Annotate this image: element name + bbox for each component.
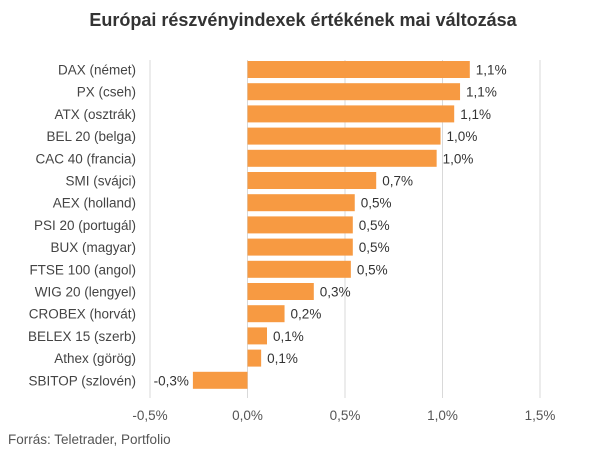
value-label: 1,0%: [447, 129, 478, 144]
category-label: CROBEX (horvát): [29, 307, 136, 322]
category-label: BUX (magyar): [50, 240, 136, 255]
category-label: BEL 20 (belga): [46, 129, 136, 144]
value-label: 0,5%: [359, 218, 390, 233]
category-label: WIG 20 (lengyel): [35, 285, 136, 300]
x-tick-label: 0,0%: [232, 408, 263, 423]
bar: [247, 61, 470, 78]
category-label: Athex (görög): [54, 351, 136, 366]
category-label: PSI 20 (portugál): [34, 218, 136, 233]
bar: [247, 105, 455, 123]
category-label: AEX (holland): [53, 196, 136, 211]
value-label: -0,3%: [154, 373, 189, 388]
bar: [247, 327, 267, 345]
value-label: 0,1%: [267, 351, 298, 366]
bar: [247, 172, 377, 189]
x-tick-label: 0,5%: [330, 408, 361, 423]
value-label: 0,5%: [359, 240, 390, 255]
bars: [192, 61, 470, 389]
category-label: DAX (német): [58, 63, 136, 78]
bar: [247, 283, 314, 300]
bar: [247, 238, 353, 256]
category-label: PX (cseh): [77, 85, 136, 100]
bar: [247, 260, 351, 278]
x-tick-label: 1,5%: [525, 408, 556, 423]
source-note: Forrás: Teletrader, Portfolio: [8, 432, 171, 447]
bar: [247, 194, 355, 212]
bar: [192, 371, 248, 389]
x-tick-label: 1,0%: [427, 408, 458, 423]
bar: [247, 216, 353, 234]
bar: [247, 83, 461, 101]
value-label: 1,1%: [476, 63, 507, 78]
value-label: 0,5%: [361, 196, 392, 211]
category-label: SMI (svájci): [66, 174, 137, 189]
bar: [247, 305, 285, 323]
value-label: 1,1%: [466, 85, 497, 100]
category-label: FTSE 100 (angol): [29, 262, 136, 277]
bar: [247, 349, 262, 367]
category-labels: DAX (német) PX (cseh) ATX (osztrák) BEL 20 …: [28, 63, 136, 389]
category-label: ATX (osztrák): [54, 107, 136, 122]
bar: [247, 127, 441, 145]
value-label: 1,1%: [460, 107, 491, 122]
value-label: 0,5%: [357, 262, 388, 277]
x-tick-label: -0,5%: [132, 408, 167, 423]
chart-title: Európai részvényindexek értékének mai vá…: [89, 10, 517, 30]
category-label: BELEX 15 (szerb): [28, 329, 136, 344]
x-axis-ticks: -0,5% 0,0% 0,5% 1,0% 1,5%: [132, 408, 555, 423]
value-label: 0,7%: [382, 174, 413, 189]
value-label: 1,0%: [443, 151, 474, 166]
value-labels: 1,1% 1,1% 1,1% 1,0% 1,0% 0,7% 0,5% 0,5% 0,5% 0,5%…: [154, 63, 507, 389]
value-label: 0,1%: [273, 329, 304, 344]
value-label: 0,2%: [291, 307, 322, 322]
bar: [247, 149, 437, 167]
category-label: SBITOP (szlovén): [28, 373, 136, 388]
value-label: 0,3%: [320, 285, 351, 300]
category-label: CAC 40 (francia): [35, 151, 136, 166]
